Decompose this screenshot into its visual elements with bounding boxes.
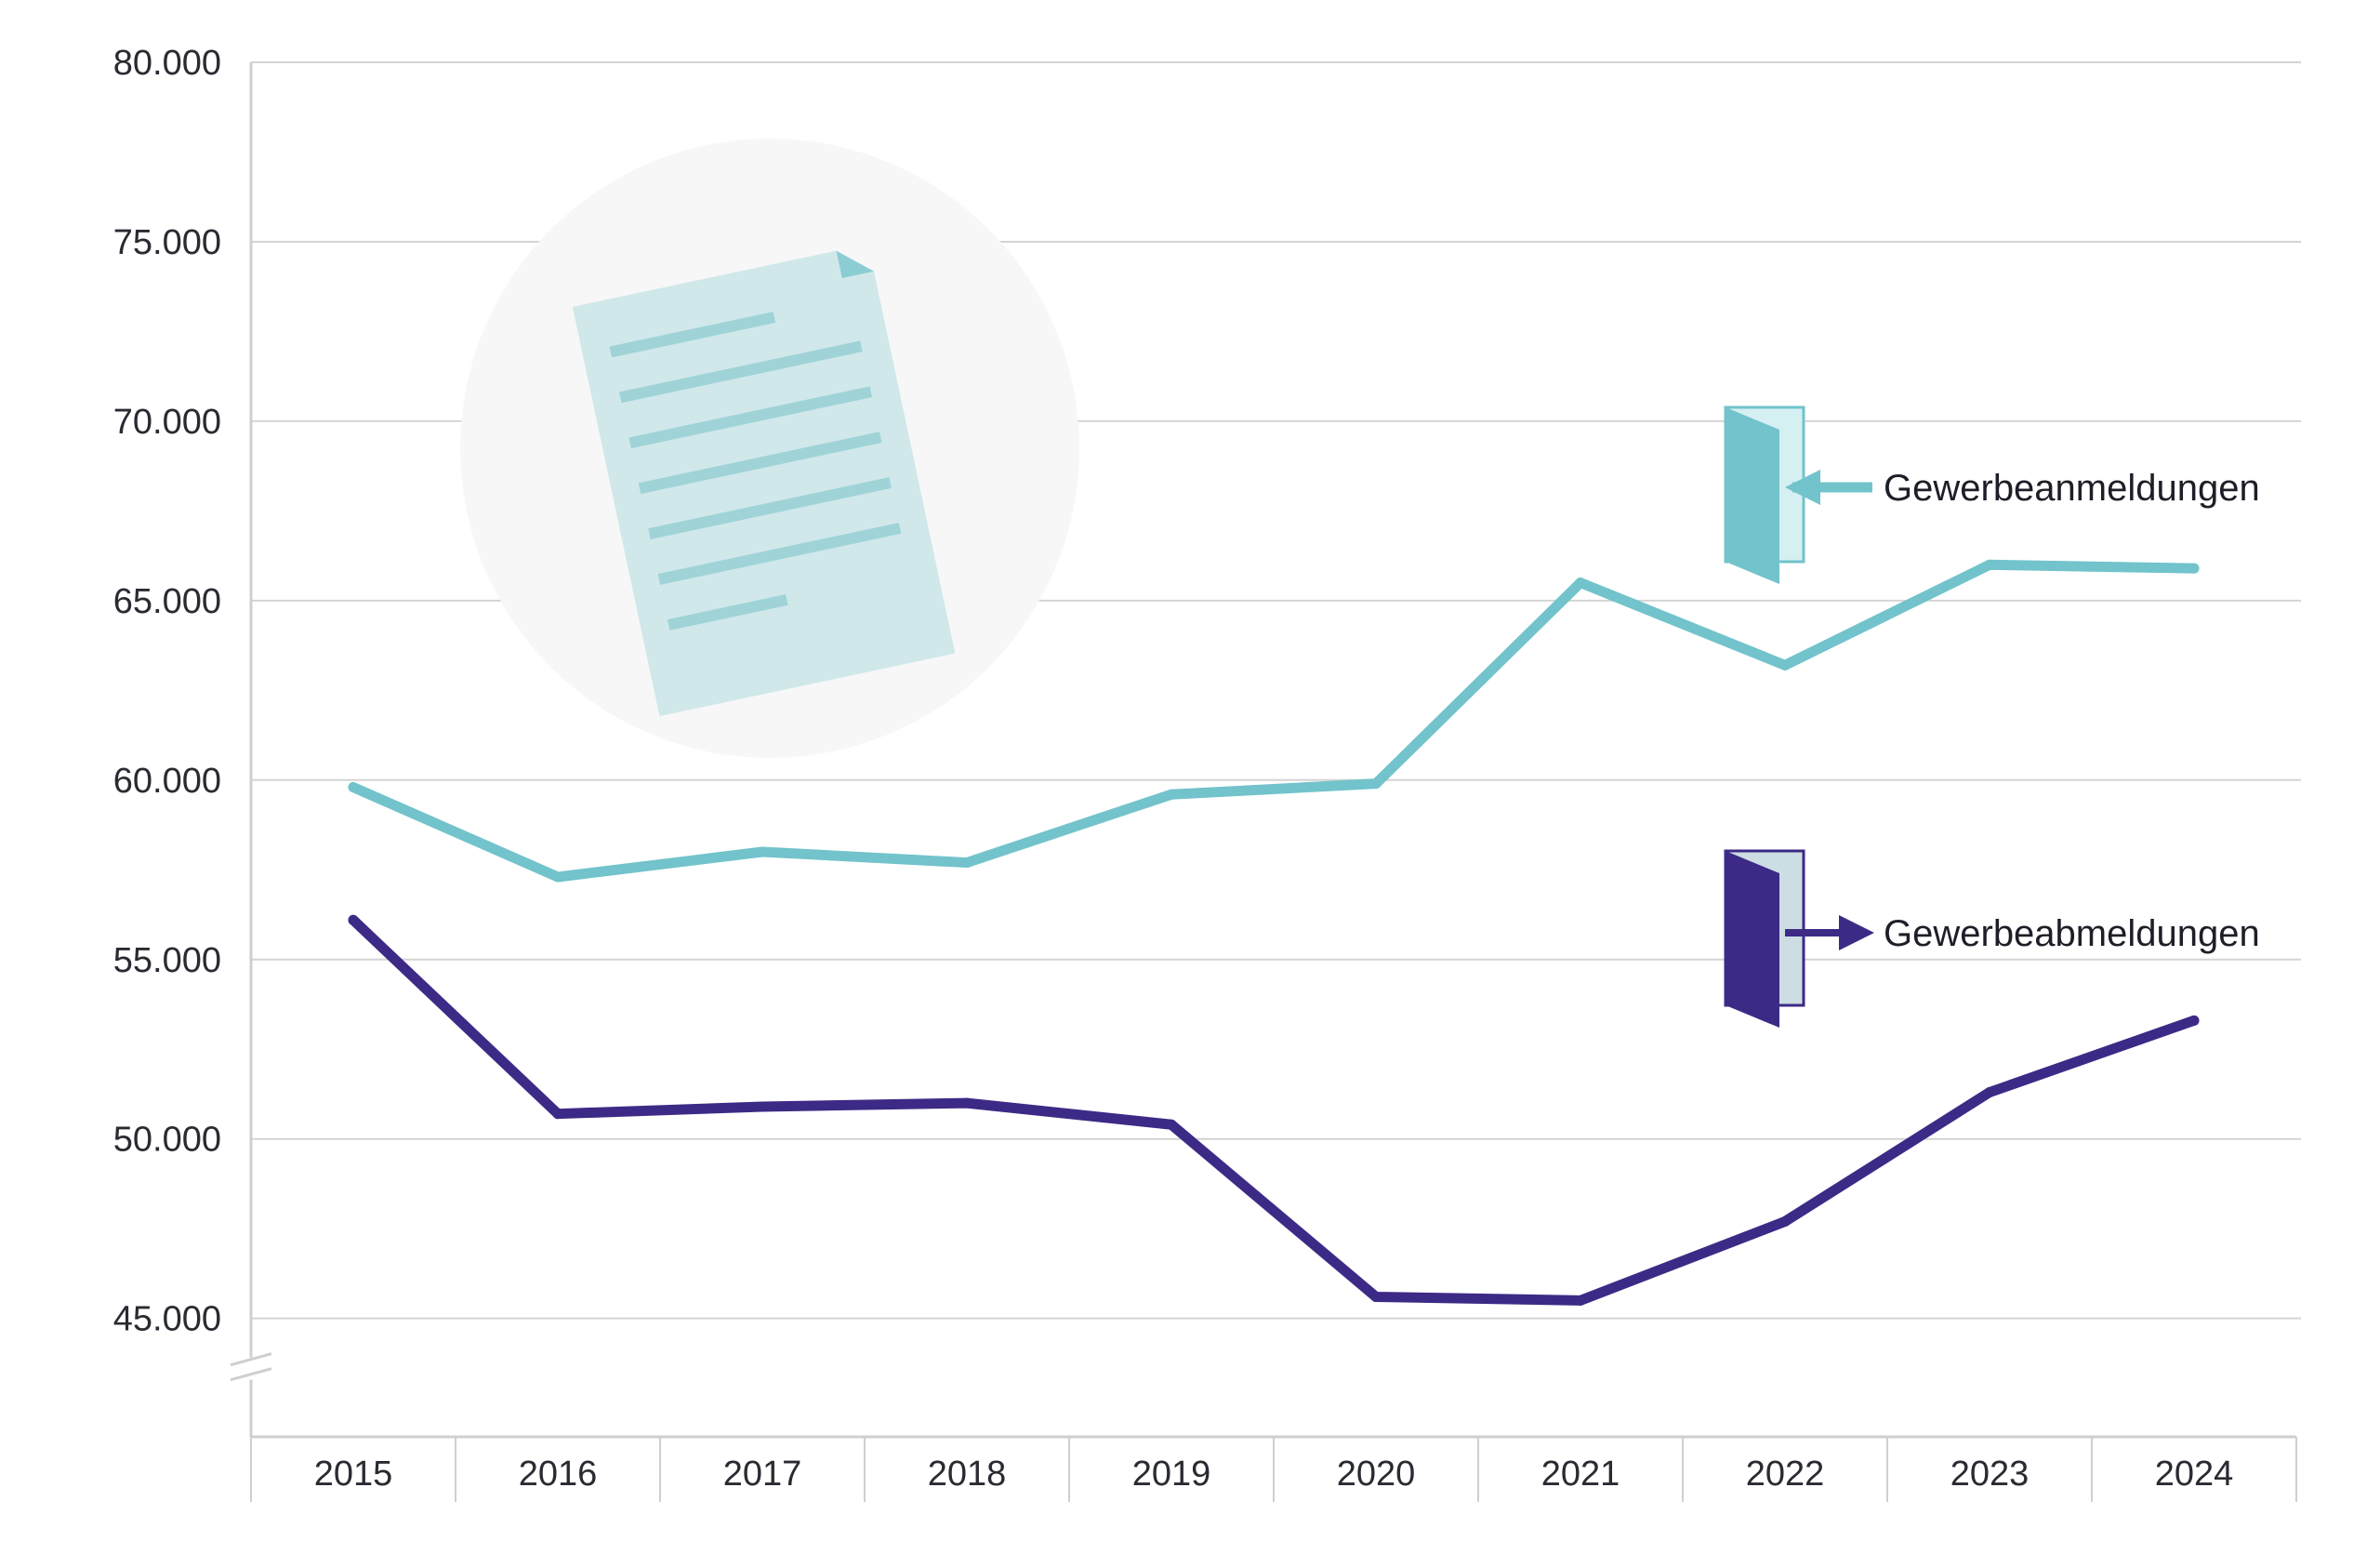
legend-label-abmeldungen: Gewerbeabmeldungen: [1884, 913, 2260, 954]
legend-label-anmeldungen: Gewerbeanmeldungen: [1884, 468, 2260, 509]
data-point: [1166, 789, 1177, 800]
data-point: [961, 1097, 972, 1109]
y-tick-label: 60.000: [113, 762, 221, 801]
data-point: [757, 1101, 768, 1112]
y-tick-label: 70.000: [113, 403, 221, 442]
data-point: [348, 782, 359, 793]
x-tick-label: 2021: [1541, 1454, 1620, 1494]
y-tick-label: 80.000: [113, 44, 221, 83]
data-point: [2188, 563, 2200, 574]
data-point: [2188, 1015, 2200, 1026]
axis-break-mark: [230, 1367, 272, 1382]
data-point: [1166, 1119, 1177, 1130]
data-point: [552, 871, 563, 883]
data-point: [348, 914, 359, 925]
y-tick-label: 65.000: [113, 582, 221, 621]
x-tick-label: 2020: [1337, 1454, 1416, 1494]
x-tick-label: 2022: [1746, 1454, 1825, 1494]
document-icon: [460, 139, 1079, 758]
x-tick-label: 2018: [928, 1454, 1007, 1494]
x-tick-label: 2017: [723, 1454, 802, 1494]
series-line-abmeldungen: [348, 914, 2200, 1306]
y-axis-ticks: 45.000 50.000 55.000 60.000 65.000 70.000 75.0…: [113, 44, 221, 1339]
y-tick-label: 75.000: [113, 223, 221, 262]
y-tick-label: 55.000: [113, 941, 221, 980]
x-tick-label: 2024: [2155, 1454, 2234, 1494]
series-line-anmeldungen: [348, 559, 2200, 883]
x-tick-label: 2023: [1950, 1454, 2030, 1494]
series-lines: [348, 559, 2200, 1306]
door-leaving-icon: [1724, 849, 1874, 1028]
y-tick-label: 50.000: [113, 1121, 221, 1160]
data-point: [1779, 659, 1791, 671]
x-axis-ticks: 2015 2016 2017 2018 2019 2020 2021 2022 2023 2024: [250, 1437, 2297, 1502]
x-tick-label: 2019: [1132, 1454, 1211, 1494]
data-point: [961, 857, 972, 869]
x-tick-label: 2015: [314, 1454, 393, 1494]
axis-break-mark: [230, 1352, 272, 1367]
legend-gewerbeanmeldungen: Gewerbeanmeldungen: [1724, 405, 2260, 584]
y-tick-label: 45.000: [113, 1300, 221, 1339]
data-point: [757, 846, 768, 857]
x-tick-label: 2016: [519, 1454, 598, 1494]
door-entering-icon: [1724, 405, 1872, 584]
data-point: [1984, 559, 1995, 570]
data-point: [1575, 578, 1586, 589]
data-point: [1779, 1215, 1791, 1227]
data-point: [552, 1109, 563, 1120]
legend-gewerbeabmeldungen: Gewerbeabmeldungen: [1724, 849, 2260, 1028]
data-point: [1984, 1087, 1995, 1098]
data-point: [1575, 1295, 1586, 1306]
data-point: [1370, 778, 1382, 790]
data-point: [1370, 1291, 1382, 1302]
